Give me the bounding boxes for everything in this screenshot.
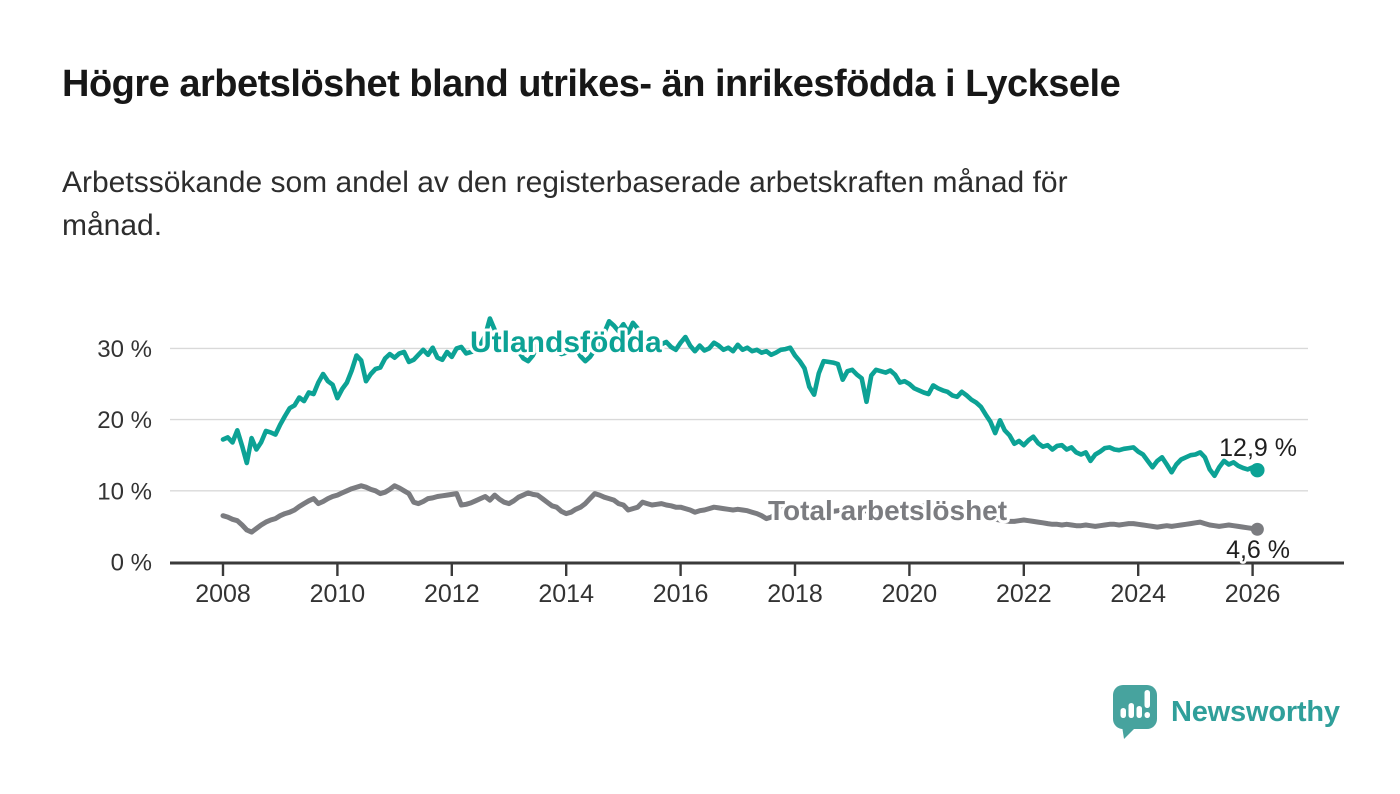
y-axis-label: 0 %	[111, 550, 152, 577]
x-axis-label: 2012	[424, 580, 480, 608]
chart-subtitle-line2: månad.	[62, 208, 163, 242]
end-dot-utlandsfodda	[1250, 462, 1265, 478]
bar-chart-icon	[1120, 690, 1150, 718]
speech-bubble-icon	[1113, 685, 1157, 739]
series-line-total	[220, 483, 1260, 535]
x-axis-label: 2024	[1110, 580, 1166, 608]
y-axis-label: 30 %	[97, 336, 152, 363]
x-axis-label: 2016	[653, 580, 709, 608]
series-label-utlandsfodda: Utlandsfödda	[470, 326, 662, 359]
y-axis-label: 20 %	[97, 407, 152, 434]
x-axis-label: 2020	[882, 580, 938, 608]
x-axis-label: 2018	[767, 580, 823, 608]
end-value-utlandsfodda: 12,9 %	[1219, 434, 1297, 462]
x-axis-label: 2026	[1225, 580, 1281, 608]
end-value-total: 4,6 %	[1226, 536, 1290, 564]
x-axis-label: 2010	[310, 580, 366, 608]
newsworthy-logo[interactable]: Newsworthy	[1112, 684, 1340, 740]
page-title: Högre arbetslöshet bland utrikes- än inr…	[62, 63, 1121, 105]
end-dot-total	[1250, 522, 1264, 536]
chart-subtitle: Arbetssökande som andel av den registerb…	[62, 162, 1068, 247]
newsworthy-logo-text: Newsworthy	[1171, 695, 1340, 728]
series-label-total: Total arbetslöshet	[768, 495, 1007, 526]
chart-subtitle-line1: Arbetssökande som andel av den registerb…	[62, 166, 1068, 199]
x-axis-label: 2008	[195, 580, 251, 608]
x-axis-label: 2014	[538, 580, 594, 608]
newsworthy-logo-icon	[1113, 685, 1157, 739]
y-axis-label: 10 %	[97, 478, 152, 505]
series-line-utlandsfodda	[220, 316, 1260, 479]
x-axis-label: 2022	[996, 580, 1052, 608]
